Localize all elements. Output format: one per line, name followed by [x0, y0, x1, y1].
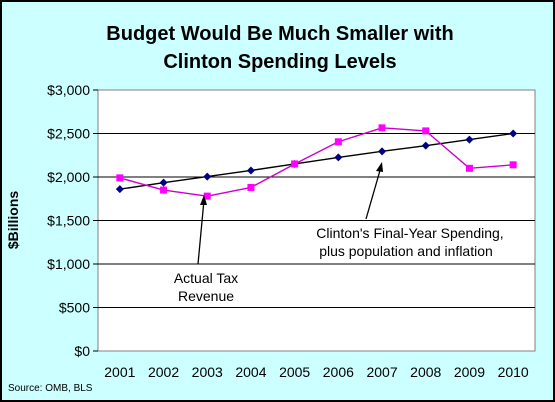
y-tick-label: $2,000 [47, 169, 90, 185]
x-tick-label: 2007 [366, 364, 397, 380]
x-tick-label: 2003 [192, 364, 223, 380]
chart-title-line1: Budget Would Be Much Smaller with [106, 23, 453, 45]
x-tick-label: 2006 [323, 364, 354, 380]
x-axis-tick-labels: 2001 2002 2003 2004 2005 2006 2007 2008 2009 2010 [104, 364, 529, 380]
series-tax-revenue [116, 124, 517, 200]
data-point-tax-revenue [291, 160, 299, 168]
annotation-actual-tax-revenue: Actual Tax Revenue [174, 195, 238, 304]
annotation-spending-line2: plus population and inflation [319, 243, 493, 259]
y-tick-label: $1,500 [47, 213, 90, 229]
annotation-arrow-head [376, 162, 383, 172]
data-point-tax-revenue [378, 124, 386, 132]
y-axis-label: $Billions [5, 191, 21, 250]
data-point-tax-revenue [116, 174, 124, 182]
y-tick-label: $1,000 [47, 256, 90, 272]
data-point-tax-revenue [465, 164, 473, 172]
data-point-spending [465, 135, 474, 144]
y-tick-label: $3,000 [47, 82, 90, 98]
data-point-tax-revenue [422, 127, 430, 135]
data-point-spending [115, 185, 124, 194]
chart-title-line2: Clinton Spending Levels [163, 51, 396, 73]
x-tick-label: 2009 [454, 364, 485, 380]
y-tick-label: $2,500 [47, 126, 90, 142]
data-point-spending [159, 178, 168, 187]
data-point-spending [246, 166, 255, 175]
source-note: Source: OMB, BLS [8, 383, 93, 394]
y-axis-tick-labels: $0 $500 $1,000 $1,500 $2,000 $2,500 $3,000 [47, 82, 90, 359]
x-tick-label: 2005 [279, 364, 310, 380]
annotation-tax-line1: Actual Tax [174, 270, 238, 286]
data-point-tax-revenue [509, 161, 517, 169]
x-tick-label: 2008 [410, 364, 441, 380]
series-line-tax-revenue [119, 127, 514, 197]
y-tick-label: $0 [74, 343, 90, 359]
annotation-spending-line1: Clinton's Final-Year Spending, [316, 225, 503, 241]
annotation-clinton-spending: Clinton's Final-Year Spending, plus popu… [316, 162, 504, 259]
data-point-spending [334, 153, 343, 162]
annotation-arrow-shaft [365, 166, 382, 220]
annotation-arrow-head [200, 195, 207, 205]
data-point-spending [378, 147, 387, 156]
data-point-tax-revenue [334, 138, 342, 146]
x-tick-label: 2001 [104, 364, 135, 380]
annotation-arrow-shaft [197, 199, 205, 265]
series-line-spending [119, 132, 514, 190]
data-point-spending [203, 172, 212, 181]
data-point-tax-revenue [247, 183, 255, 191]
data-series [115, 124, 518, 200]
annotation-tax-line2: Revenue [178, 288, 234, 304]
gridlines [93, 89, 535, 352]
x-tick-label: 2002 [148, 364, 179, 380]
x-tick-label: 2004 [235, 364, 266, 380]
data-point-tax-revenue [203, 192, 211, 200]
data-point-spending [421, 141, 430, 150]
y-tick-label: $500 [59, 300, 90, 316]
data-point-tax-revenue [160, 186, 168, 194]
x-tick-label: 2010 [498, 364, 529, 380]
data-point-spending [509, 129, 518, 138]
